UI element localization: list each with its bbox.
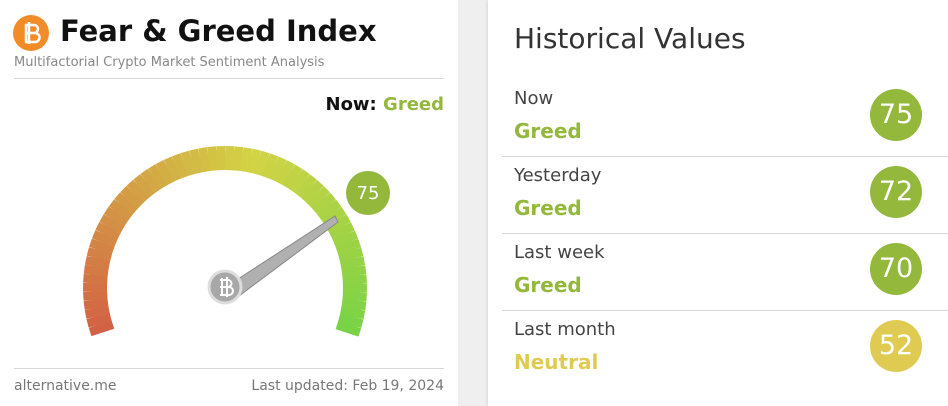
- classification: Greed: [514, 196, 582, 220]
- gauge-arc: [86, 313, 112, 328]
- value-circle: 75: [870, 89, 922, 141]
- gauge-arc: [89, 238, 115, 255]
- gauge-arc: [126, 179, 150, 204]
- gauge-arc: [83, 264, 109, 277]
- gauge-arc: [163, 156, 182, 182]
- gauge-arc: [232, 146, 244, 172]
- gauge-arc: [301, 180, 324, 204]
- classification: Neutral: [514, 350, 599, 374]
- value-circle: 72: [870, 166, 922, 218]
- gauge-arc: [341, 298, 367, 311]
- gauge-arc: [295, 174, 317, 199]
- gauge-arc: [338, 313, 364, 328]
- gauge-arc: [207, 146, 219, 172]
- divider: [14, 368, 444, 369]
- gauge-arc: [198, 147, 211, 173]
- gauge-arc: [84, 256, 111, 270]
- history-title: Historical Values: [514, 22, 746, 55]
- gauge-arc: [268, 156, 287, 182]
- gauge-arc: [120, 185, 144, 209]
- period: Last week: [514, 242, 605, 263]
- value-bubble: [346, 171, 390, 215]
- gauge-arc: [239, 147, 253, 173]
- gauge-arc: [84, 305, 110, 319]
- gauge-arc: [189, 148, 204, 174]
- divider: [502, 156, 948, 157]
- gauge-arc: [95, 222, 121, 241]
- gauge-arc: [261, 153, 279, 179]
- gauge-arc: [311, 192, 336, 215]
- gauge-arc: [155, 159, 175, 186]
- subtitle: Multifactorial Crypto Market Sentiment A…: [14, 55, 325, 70]
- gauge-arc: [247, 148, 262, 175]
- gauge-arc: [275, 160, 295, 186]
- gauge-arc: [140, 168, 162, 194]
- gauge-arc: [99, 214, 125, 234]
- gauge-arc: [339, 256, 366, 270]
- value: 75: [357, 183, 380, 204]
- gauge-arc: [342, 274, 367, 285]
- gauge-arc: [335, 320, 362, 337]
- gauge-arc: [288, 169, 310, 194]
- source: alternative.me: [14, 378, 117, 394]
- gauge-arc: [83, 298, 109, 310]
- gauge-arc: [86, 247, 113, 262]
- gauge-arc: [316, 199, 342, 221]
- gauge-arc: [180, 150, 196, 177]
- index-card: Fear & Greed Index Multifactorial Crypto…: [0, 0, 458, 406]
- gauge-arc: [103, 206, 129, 227]
- gauge-arc: [114, 192, 139, 215]
- gauge: 75: [83, 146, 390, 337]
- gauge-arc: [91, 230, 118, 248]
- gauge-arc: [335, 239, 362, 255]
- gauge-arc: [329, 222, 355, 241]
- gauge-arc: [254, 150, 270, 177]
- gauge-arc: [83, 273, 108, 285]
- period: Last month: [514, 319, 616, 340]
- value-circle: 70: [870, 243, 922, 295]
- gauge-arc: [172, 153, 189, 179]
- divider: [502, 233, 948, 234]
- now-class: Greed: [383, 94, 444, 115]
- gauge-arc: [341, 265, 367, 278]
- gauge-arc: [108, 199, 134, 221]
- gauge-arc: [306, 186, 331, 210]
- bitcoin-icon: [13, 15, 49, 51]
- history-card: Historical Values Now Greed 75 Yesterday Gre…: [488, 0, 948, 406]
- period: Now: [514, 88, 554, 109]
- classification: Greed: [514, 119, 582, 143]
- gauge-arc: [282, 164, 303, 190]
- classification: Greed: [514, 273, 582, 297]
- gauge-arc: [133, 174, 156, 199]
- title: Fear & Greed Index: [60, 14, 377, 48]
- gauge-arc: [83, 290, 108, 301]
- gauge-arc: [337, 247, 364, 263]
- period: Yesterday: [514, 165, 602, 186]
- divider: [14, 78, 444, 79]
- value-circle: 52: [870, 320, 922, 372]
- gauge-arc: [88, 320, 115, 337]
- gauge-arc: [332, 230, 359, 248]
- now-label: Now:: [325, 94, 377, 115]
- now-status: Now: Greed: [326, 94, 445, 115]
- last-updated: Last updated: Feb 19, 2024: [251, 378, 444, 394]
- divider: [502, 310, 948, 311]
- gauge-arc: [148, 164, 168, 190]
- gauge-arc: [339, 306, 366, 320]
- gauge-arc: [342, 291, 367, 302]
